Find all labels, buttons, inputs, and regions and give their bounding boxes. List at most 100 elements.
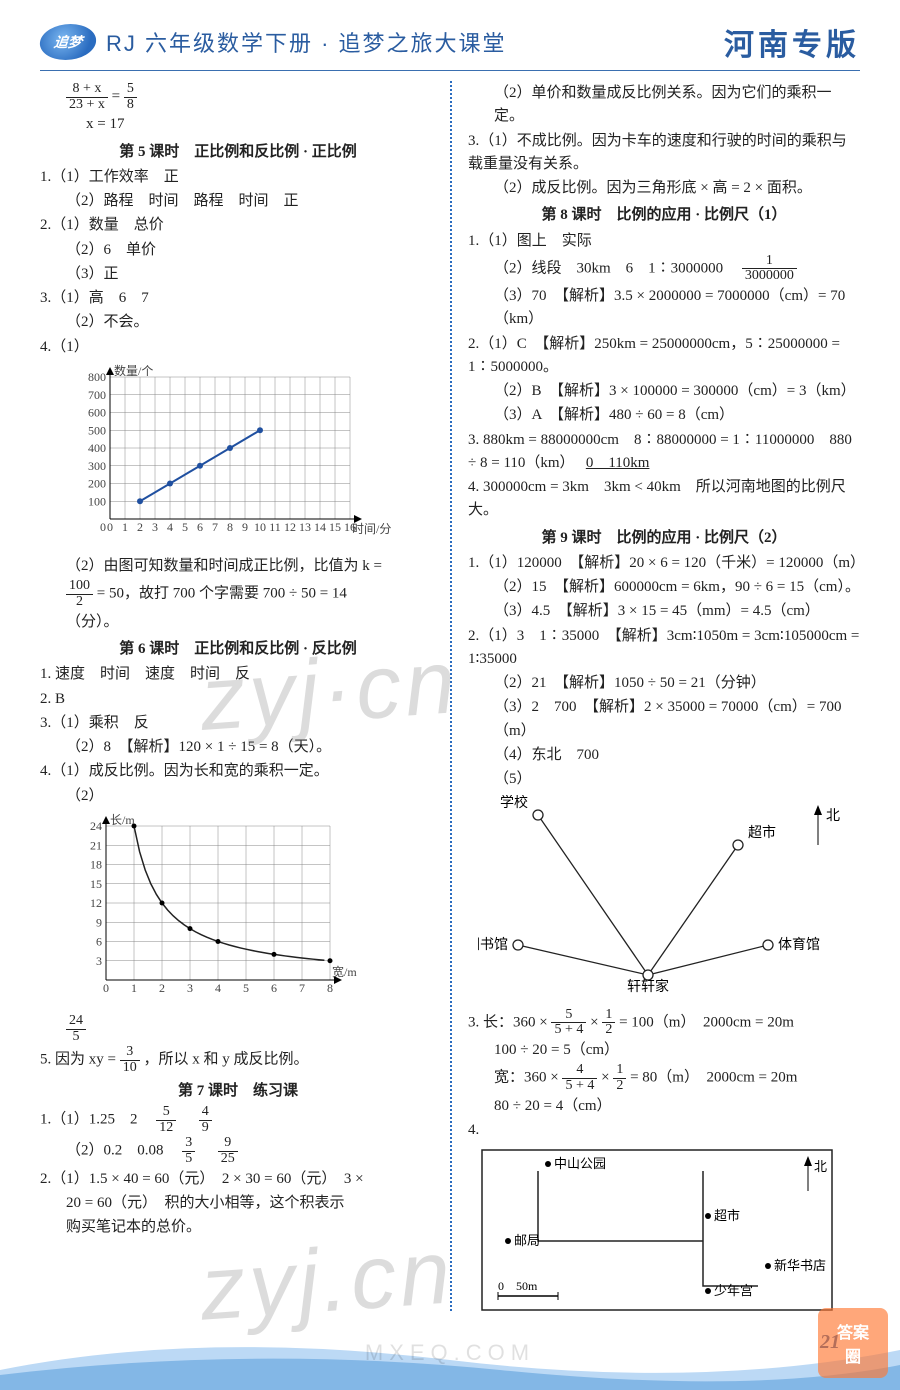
svg-text:3: 3 bbox=[152, 520, 158, 534]
svg-text:轩轩家: 轩轩家 bbox=[627, 978, 669, 995]
frac-den: 8 bbox=[124, 98, 137, 113]
svg-text:6: 6 bbox=[197, 520, 203, 534]
answer-line: 80 ÷ 20 = 4（cm） bbox=[468, 1095, 860, 1118]
svg-text:新华书店: 新华书店 bbox=[774, 1258, 826, 1273]
svg-text:0 50m: 0 50m bbox=[498, 1279, 538, 1293]
svg-text:学校: 学校 bbox=[500, 795, 528, 811]
svg-text:9: 9 bbox=[242, 520, 248, 534]
corner-badge: 答案 圈 bbox=[818, 1308, 888, 1378]
fraction: 100 2 bbox=[66, 579, 93, 609]
section-title-5: 第 5 课时 正比例和反比例 · 正比例 bbox=[40, 141, 436, 164]
answer-line: （2）0.2 0.08 35 925 bbox=[40, 1136, 436, 1166]
fraction: 3 10 bbox=[120, 1045, 140, 1075]
svg-text:24: 24 bbox=[90, 819, 102, 833]
answer-line: （2）成反比例。因为三角形底 × 高 = 2 × 面积。 bbox=[468, 177, 860, 200]
d: 5 bbox=[182, 1152, 195, 1167]
left-column: 8 + x 23 + x = 5 8 x = 17 第 5 课时 正比例和反比例… bbox=[40, 81, 450, 1311]
answer-line: 100 ÷ 20 = 5（cm） bbox=[468, 1039, 860, 1062]
fraction: 49 bbox=[199, 1105, 212, 1135]
svg-text:时间/分: 时间/分 bbox=[352, 522, 391, 536]
d: 3000000 bbox=[742, 269, 797, 284]
header-left: 追梦 RJ 六年级数学下册 · 追梦之旅大课堂 bbox=[40, 24, 507, 60]
text: 5. 因为 xy = bbox=[40, 1052, 116, 1068]
answer-line: （3）正 bbox=[40, 263, 436, 286]
svg-text:5: 5 bbox=[243, 981, 249, 995]
svg-text:中山公园: 中山公园 bbox=[554, 1156, 606, 1171]
svg-text:体育馆: 体育馆 bbox=[778, 937, 820, 953]
answer-line: （5） bbox=[468, 768, 860, 791]
svg-text:邮局: 邮局 bbox=[514, 1233, 540, 1248]
svg-text:0: 0 bbox=[107, 520, 113, 534]
svg-text:超市: 超市 bbox=[748, 824, 776, 841]
svg-text:7: 7 bbox=[299, 981, 305, 995]
svg-text:9: 9 bbox=[96, 915, 102, 929]
fraction: 45 + 4 bbox=[562, 1063, 597, 1093]
diag1-svg: 北学校超市图书馆体育馆轩轩家 bbox=[478, 795, 848, 995]
answer-line: 宽：360 × 45 + 4 × 12 = 80（m） 2000cm = 20m bbox=[468, 1063, 860, 1093]
answer-line: 24 5 bbox=[40, 1014, 436, 1044]
answer-line: 2.（1）数量 总价 bbox=[40, 214, 436, 237]
book-title: RJ 六年级数学下册 · 追梦之旅大课堂 bbox=[106, 26, 507, 58]
svg-text:6: 6 bbox=[271, 981, 277, 995]
svg-text:300: 300 bbox=[88, 459, 106, 473]
svg-text:12: 12 bbox=[90, 896, 102, 910]
svg-text:13: 13 bbox=[299, 520, 311, 534]
answer-line: 100 2 = 50，故打 700 个字需要 700 ÷ 50 = 14 bbox=[40, 579, 436, 609]
fraction: 8 + x 23 + x bbox=[66, 82, 108, 112]
section-title-9: 第 9 课时 比例的应用 · 比例尺（2） bbox=[468, 527, 860, 550]
n: 4 bbox=[562, 1063, 597, 1079]
frac-den: 5 bbox=[66, 1030, 86, 1045]
answer-line: （2）6 单价 bbox=[40, 239, 436, 262]
svg-text:超市: 超市 bbox=[714, 1208, 740, 1223]
frac-num: 3 bbox=[120, 1045, 140, 1061]
chart2-svg: 0123456783691215182124长/m宽/m bbox=[70, 812, 370, 1002]
d: 5 + 4 bbox=[551, 1023, 586, 1038]
frac-num: 5 bbox=[124, 82, 137, 98]
answer-line: 3.（1）高 6 7 bbox=[40, 287, 436, 310]
answer-line: （4）东北 700 bbox=[468, 744, 860, 767]
svg-text:4: 4 bbox=[167, 520, 173, 534]
fraction: 13000000 bbox=[742, 254, 797, 284]
n: 1 bbox=[742, 254, 797, 270]
svg-text:10: 10 bbox=[254, 520, 266, 534]
diagram-locations: 北学校超市图书馆体育馆轩轩家 bbox=[478, 795, 860, 1003]
answer-line: 1. 速度 时间 速度 时间 反 bbox=[40, 663, 436, 686]
svg-text:5: 5 bbox=[182, 520, 188, 534]
svg-text:0: 0 bbox=[100, 520, 106, 534]
answer-line: 4.（1） bbox=[40, 336, 436, 359]
answer-line: 20 = 60（元） 积的大小相等，这个积表示 bbox=[40, 1192, 436, 1215]
answer-line: （3）A 【解析】480 ÷ 60 = 8（cm） bbox=[468, 404, 860, 427]
text: （2）由图可知数量和时间成正比例，比值为 k = bbox=[66, 558, 382, 574]
svg-text:1: 1 bbox=[122, 520, 128, 534]
answer-line: （2）由图可知数量和时间成正比例，比值为 k = bbox=[40, 555, 436, 578]
svg-text:15: 15 bbox=[90, 877, 102, 891]
page-header: 追梦 RJ 六年级数学下册 · 追梦之旅大课堂 河南专版 bbox=[40, 20, 860, 71]
right-column: （2）单价和数量成反比例关系。因为它们的乘积一定。 3.（1）不成比例。因为卡车… bbox=[450, 81, 860, 1311]
answer-line: （3）4.5 【解析】3 × 15 = 45（mm）= 4.5（cm） bbox=[468, 600, 860, 623]
text: 1.（1）1.25 2 bbox=[40, 1112, 153, 1128]
section-title-6: 第 6 课时 正比例和反比例 · 反比例 bbox=[40, 638, 436, 661]
answer-line: （2） bbox=[40, 785, 436, 808]
svg-text:4: 4 bbox=[215, 981, 221, 995]
diag2-svg: 北中山公园邮局超市新华书店少年宫0 50m bbox=[478, 1146, 838, 1316]
answer-line: （2）21 【解析】1050 ÷ 50 = 21（分钟） bbox=[468, 672, 860, 695]
svg-text:少年宫: 少年宫 bbox=[714, 1283, 753, 1298]
text: （2）线段 30km 6 1∶3000000 bbox=[494, 260, 738, 276]
answer-line: （2）线段 30km 6 1∶3000000 13000000 bbox=[468, 254, 860, 284]
svg-text:图书馆: 图书馆 bbox=[478, 937, 508, 953]
svg-text:3: 3 bbox=[96, 954, 102, 968]
svg-text:600: 600 bbox=[88, 405, 106, 419]
svg-text:100: 100 bbox=[88, 494, 106, 508]
svg-text:800: 800 bbox=[88, 370, 106, 384]
answer-line: 2.（1）1.5 × 40 = 60（元） 2 × 30 = 60（元） 3 × bbox=[40, 1168, 436, 1191]
answer-line: 1.（1）1.25 2 512 49 bbox=[40, 1105, 436, 1135]
answer-line: 2.（1）C 【解析】250km = 25000000cm，5∶25000000… bbox=[468, 333, 860, 380]
svg-text:2: 2 bbox=[137, 520, 143, 534]
answer-line: （3）2 700 【解析】2 × 35000 = 70000（cm）= 700（… bbox=[468, 696, 860, 743]
svg-text:6: 6 bbox=[96, 934, 102, 948]
fraction: 5 8 bbox=[124, 82, 137, 112]
svg-text:700: 700 bbox=[88, 388, 106, 402]
answer-line: 1.（1）工作效率 正 bbox=[40, 166, 436, 189]
svg-text:15: 15 bbox=[329, 520, 341, 534]
svg-text:3: 3 bbox=[187, 981, 193, 995]
